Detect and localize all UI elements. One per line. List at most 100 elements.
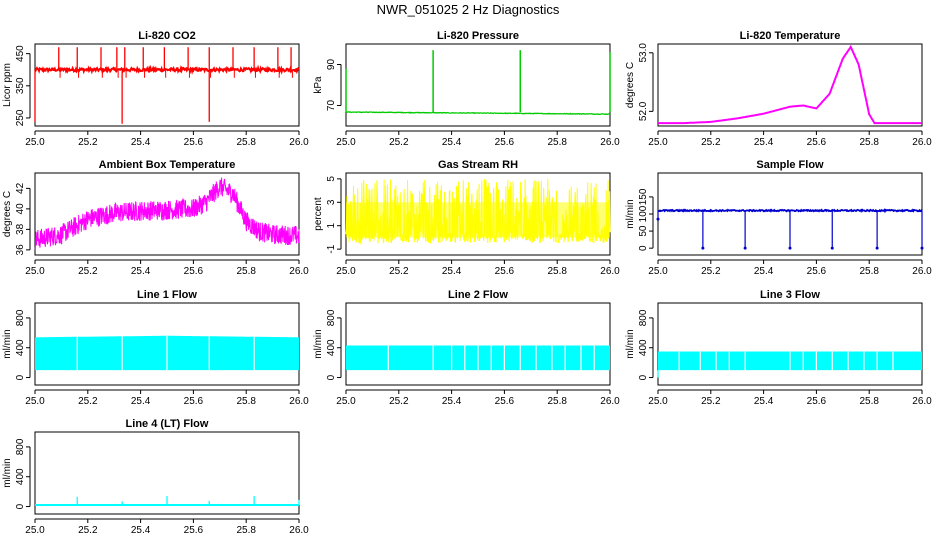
sample-flow-x-tick-label: 25.6 bbox=[807, 266, 827, 277]
line-4-lt-flow-title: Line 4 (LT) Flow bbox=[126, 418, 209, 430]
sample-flow-x-tick-label: 25.2 bbox=[701, 266, 721, 277]
li-820-co2-y-axis-label: Licor ppm bbox=[2, 63, 13, 107]
li-820-pressure-x-tick-label: 25.0 bbox=[336, 137, 356, 148]
gas-stream-rh-y-tick-label: 1 bbox=[326, 222, 337, 228]
line-1-flow-x-tick-label: 25.4 bbox=[131, 396, 151, 407]
li-820-temperature-x-tick-label: 25.8 bbox=[859, 137, 879, 148]
ambient-box-temperature-y-tick-label: 36 bbox=[15, 244, 26, 256]
ambient-box-temperature-series-line bbox=[34, 177, 300, 250]
line-3-flow-x-tick-label: 25.4 bbox=[754, 396, 774, 407]
line-3-flow-y-tick-label: 0 bbox=[638, 374, 649, 380]
line-1-flow-y-tick-label: 800 bbox=[15, 309, 26, 326]
ambient-box-temperature-y-axis-label: degrees C bbox=[2, 191, 13, 237]
li-820-co2-y-tick-label: 350 bbox=[15, 77, 26, 94]
gas-stream-rh-x-tick-label: 25.4 bbox=[442, 266, 462, 277]
line-3-flow-plot-frame bbox=[657, 302, 923, 386]
li-820-temperature-x-tick-label: 25.0 bbox=[648, 137, 668, 148]
li-820-pressure-x-tick-label: 25.6 bbox=[495, 137, 515, 148]
sample-flow-y-tick-label: 0 bbox=[638, 245, 649, 251]
line-1-flow-x-tick-label: 26.0 bbox=[289, 396, 309, 407]
li-820-temperature-title: Li-820 Temperature bbox=[740, 30, 841, 42]
gas-stream-rh-x-tick-label: 26.0 bbox=[600, 266, 620, 277]
line-4-lt-flow-panel: Line 4 (LT) Flow 25.0 25.2 25.4 25.6 25.8 26.0… bbox=[2, 418, 309, 536]
line-3-flow-y-axis-label: ml/min bbox=[625, 329, 636, 358]
gas-stream-rh-panel: Gas Stream RH 25.0 25.2 25.4 25.6 25.8 26.0 -1 1… bbox=[313, 159, 620, 277]
line-3-flow-x-tick-label: 25.6 bbox=[807, 396, 827, 407]
li-820-co2-x-tick-label: 25.8 bbox=[236, 137, 256, 148]
li-820-co2-panel: Li-820 CO2 25.0 25.2 25.4 25.6 25.8 26.0 250 350… bbox=[2, 30, 309, 148]
line-4-lt-flow-x-tick-label: 25.6 bbox=[184, 525, 204, 536]
line-3-flow-title: Line 3 Flow bbox=[760, 289, 820, 301]
line-2-flow-x-tick-label: 26.0 bbox=[600, 396, 620, 407]
line-3-flow-y-tick-label: 800 bbox=[638, 309, 649, 326]
line-4-lt-flow-x-tick-label: 25.0 bbox=[25, 525, 45, 536]
ambient-box-temperature-y-tick-label: 40 bbox=[15, 203, 26, 215]
sample-flow-dip-point bbox=[701, 246, 705, 250]
li-820-pressure-x-tick-label: 25.4 bbox=[442, 137, 462, 148]
line-1-flow-x-tick-label: 25.6 bbox=[184, 396, 204, 407]
sample-flow-panel: Sample Flow 25.0 25.2 25.4 25.6 25.8 26.0 0 50 10… bbox=[625, 159, 932, 277]
li-820-pressure-y-tick-label: 70 bbox=[326, 100, 337, 112]
sample-flow-x-tick-label: 25.4 bbox=[754, 266, 774, 277]
gas-stream-rh-series-band bbox=[346, 202, 610, 238]
gas-stream-rh-x-tick-label: 25.2 bbox=[389, 266, 409, 277]
line-3-flow-x-tick-label: 25.8 bbox=[859, 396, 879, 407]
li-820-temperature-series-line bbox=[658, 44, 922, 125]
sample-flow-dip-point bbox=[875, 246, 879, 250]
line-2-flow-x-tick-label: 25.8 bbox=[547, 396, 567, 407]
line-4-lt-flow-x-tick-label: 25.8 bbox=[236, 525, 256, 536]
ambient-box-temperature-y-tick-label: 42 bbox=[15, 182, 26, 194]
li-820-temperature-y-tick-label: 52.0 bbox=[638, 101, 649, 121]
line-1-flow-y-axis-label: ml/min bbox=[2, 329, 13, 358]
line-1-flow-x-tick-label: 25.8 bbox=[236, 396, 256, 407]
sample-flow-x-tick-label: 25.0 bbox=[648, 266, 668, 277]
line-3-flow-x-tick-label: 26.0 bbox=[912, 396, 932, 407]
ambient-box-temperature-plot-frame bbox=[34, 172, 300, 256]
gas-stream-rh-y-tick-label: 5 bbox=[326, 176, 337, 182]
gas-stream-rh-x-tick-label: 25.8 bbox=[547, 266, 567, 277]
li-820-temperature-x-tick-label: 26.0 bbox=[912, 137, 932, 148]
ambient-box-temperature-x-tick-label: 25.8 bbox=[236, 266, 256, 277]
line-3-flow-panel: Line 3 Flow 25.0 25.2 25.4 25.6 25.8 26.0 0 400 8… bbox=[625, 289, 932, 407]
line-2-flow-x-tick-label: 25.2 bbox=[389, 396, 409, 407]
sample-flow-x-tick-label: 26.0 bbox=[912, 266, 932, 277]
li-820-co2-x-tick-label: 25.6 bbox=[184, 137, 204, 148]
gas-stream-rh-y-tick-label: -1 bbox=[326, 244, 337, 253]
line-4-lt-flow-y-tick-label: 800 bbox=[15, 438, 26, 455]
ambient-box-temperature-panel: Ambient Box Temperature 25.0 25.2 25.4 25.6 2… bbox=[2, 159, 309, 277]
li-820-co2-x-tick-label: 26.0 bbox=[289, 137, 309, 148]
line-4-lt-flow-x-tick-label: 25.2 bbox=[78, 525, 98, 536]
li-820-temperature-x-tick-label: 25.2 bbox=[701, 137, 721, 148]
li-820-temperature-plot-frame bbox=[657, 43, 923, 127]
line-1-flow-x-tick-label: 25.0 bbox=[25, 396, 45, 407]
li-820-co2-x-tick-label: 25.4 bbox=[131, 137, 151, 148]
sample-flow-dip-point bbox=[743, 246, 747, 250]
li-820-pressure-series-line bbox=[346, 111, 611, 116]
page-title: NWR_051025 2 Hz Diagnostics bbox=[377, 2, 560, 17]
line-4-lt-flow-y-axis-label: ml/min bbox=[2, 458, 13, 487]
li-820-pressure-title: Li-820 Pressure bbox=[437, 30, 519, 42]
line-1-flow-panel: Line 1 Flow 25.0 25.2 25.4 25.6 25.8 26.0 0 400 8… bbox=[2, 289, 309, 407]
line-1-flow-y-tick-label: 0 bbox=[15, 374, 26, 380]
sample-flow-dip-point bbox=[920, 246, 924, 250]
sample-flow-y-tick-label: 100 bbox=[638, 205, 649, 222]
line-2-flow-y-tick-label: 400 bbox=[326, 339, 337, 356]
ambient-box-temperature-x-tick-label: 25.2 bbox=[78, 266, 98, 277]
gas-stream-rh-x-tick-label: 25.0 bbox=[336, 266, 356, 277]
li-820-temperature-panel: Li-820 Temperature 25.0 25.2 25.4 25.6 25.8 26… bbox=[625, 30, 932, 148]
line-1-flow-y-tick-label: 400 bbox=[15, 339, 26, 356]
li-820-co2-y-tick-label: 450 bbox=[15, 45, 26, 62]
li-820-temperature-y-axis-label: degrees C bbox=[625, 62, 636, 108]
line-4-lt-flow-plot-frame bbox=[34, 431, 300, 515]
ambient-box-temperature-x-tick-label: 25.0 bbox=[25, 266, 45, 277]
line-2-flow-y-tick-label: 0 bbox=[326, 374, 337, 380]
line-4-lt-flow-x-tick-label: 26.0 bbox=[289, 525, 309, 536]
li-820-pressure-y-tick-label: 90 bbox=[326, 59, 337, 71]
sample-flow-y-tick-label: 50 bbox=[638, 225, 649, 237]
line-4-lt-flow-y-tick-label: 0 bbox=[15, 503, 26, 509]
gas-stream-rh-title: Gas Stream RH bbox=[438, 159, 518, 171]
li-820-co2-title: Li-820 CO2 bbox=[138, 30, 195, 42]
line-4-lt-flow-x-tick-label: 25.4 bbox=[131, 525, 151, 536]
